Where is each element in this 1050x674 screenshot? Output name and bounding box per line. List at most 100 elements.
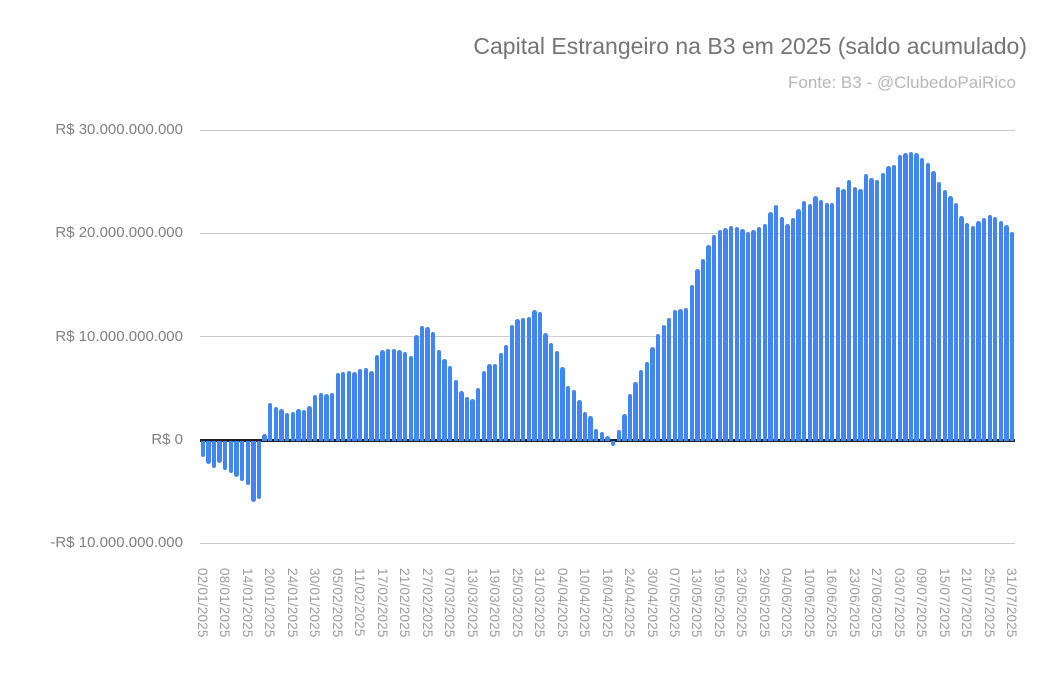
bar[interactable]	[908, 151, 914, 441]
bar[interactable]	[655, 333, 661, 441]
bar[interactable]	[200, 441, 205, 457]
bar[interactable]	[408, 356, 413, 441]
bar[interactable]	[920, 157, 925, 441]
bar[interactable]	[245, 441, 250, 486]
bar[interactable]	[318, 392, 323, 441]
bar[interactable]	[301, 410, 307, 441]
bar[interactable]	[397, 350, 402, 441]
bar[interactable]	[633, 382, 638, 441]
bar[interactable]	[453, 380, 458, 441]
bar[interactable]	[577, 399, 582, 441]
bar[interactable]	[869, 177, 874, 441]
bar[interactable]	[582, 412, 588, 441]
bar[interactable]	[459, 391, 464, 441]
bar[interactable]	[599, 431, 605, 441]
bar[interactable]	[768, 211, 773, 441]
bar[interactable]	[436, 350, 442, 441]
bar[interactable]	[627, 393, 633, 441]
bar[interactable]	[425, 327, 430, 441]
bar[interactable]	[239, 441, 245, 482]
bar[interactable]	[526, 317, 531, 441]
bar[interactable]	[790, 217, 796, 441]
bar[interactable]	[211, 441, 217, 468]
bar[interactable]	[481, 370, 486, 441]
bar[interactable]	[616, 429, 621, 441]
bar[interactable]	[273, 406, 279, 441]
bar[interactable]	[948, 196, 953, 441]
bar[interactable]	[290, 412, 295, 441]
bar[interactable]	[987, 214, 992, 441]
bar[interactable]	[447, 365, 453, 441]
bar[interactable]	[745, 232, 751, 441]
bar[interactable]	[953, 203, 959, 441]
bar[interactable]	[942, 189, 947, 441]
bar[interactable]	[818, 200, 824, 441]
bar[interactable]	[329, 392, 335, 441]
bar[interactable]	[931, 171, 936, 441]
bar[interactable]	[380, 350, 385, 441]
bar[interactable]	[313, 394, 318, 441]
bar[interactable]	[419, 326, 425, 441]
bar[interactable]	[622, 414, 627, 441]
bar[interactable]	[661, 325, 666, 441]
bar[interactable]	[470, 398, 475, 441]
bar[interactable]	[251, 441, 256, 502]
bar[interactable]	[357, 368, 363, 441]
bar[interactable]	[897, 154, 902, 441]
bar[interactable]	[374, 355, 380, 441]
bar[interactable]	[504, 344, 509, 441]
bar[interactable]	[852, 186, 857, 441]
bar[interactable]	[268, 402, 273, 441]
bar[interactable]	[689, 285, 694, 441]
bar[interactable]	[279, 409, 284, 441]
bar[interactable]	[773, 205, 779, 441]
bar[interactable]	[223, 441, 228, 470]
bar[interactable]	[414, 334, 419, 441]
bar[interactable]	[757, 227, 762, 441]
bar[interactable]	[234, 441, 239, 478]
bar[interactable]	[509, 325, 515, 441]
bar[interactable]	[903, 152, 908, 441]
bar[interactable]	[835, 186, 841, 441]
bar[interactable]	[537, 311, 543, 441]
bar[interactable]	[217, 441, 222, 463]
bar[interactable]	[700, 259, 706, 441]
bar[interactable]	[515, 319, 520, 441]
bar[interactable]	[734, 227, 739, 441]
bar[interactable]	[830, 203, 835, 441]
bar[interactable]	[324, 393, 329, 441]
bar[interactable]	[262, 433, 267, 441]
bar[interactable]	[683, 307, 689, 441]
bar[interactable]	[970, 226, 975, 441]
bar[interactable]	[779, 216, 784, 441]
bar[interactable]	[751, 230, 756, 441]
bar[interactable]	[875, 179, 880, 441]
bar[interactable]	[650, 347, 655, 441]
bar[interactable]	[880, 173, 886, 441]
bar[interactable]	[284, 413, 290, 441]
bar[interactable]	[846, 179, 852, 441]
bar[interactable]	[296, 409, 301, 441]
bar[interactable]	[639, 369, 644, 441]
bar[interactable]	[672, 309, 678, 441]
bar[interactable]	[352, 371, 357, 441]
bar[interactable]	[858, 188, 863, 441]
bar[interactable]	[228, 441, 234, 473]
bar[interactable]	[1004, 225, 1009, 441]
bar[interactable]	[464, 396, 470, 441]
bar[interactable]	[728, 226, 734, 441]
bar[interactable]	[610, 441, 616, 447]
bar[interactable]	[914, 152, 919, 441]
bar[interactable]	[431, 331, 436, 441]
bar[interactable]	[307, 405, 312, 441]
bar[interactable]	[706, 244, 711, 441]
bar[interactable]	[543, 332, 548, 441]
bar[interactable]	[256, 441, 262, 499]
bar[interactable]	[588, 416, 593, 441]
bar[interactable]	[341, 371, 346, 441]
bar[interactable]	[740, 229, 745, 441]
bar[interactable]	[717, 230, 723, 441]
bar[interactable]	[1009, 232, 1015, 441]
bar[interactable]	[998, 220, 1004, 441]
bar[interactable]	[695, 268, 700, 441]
